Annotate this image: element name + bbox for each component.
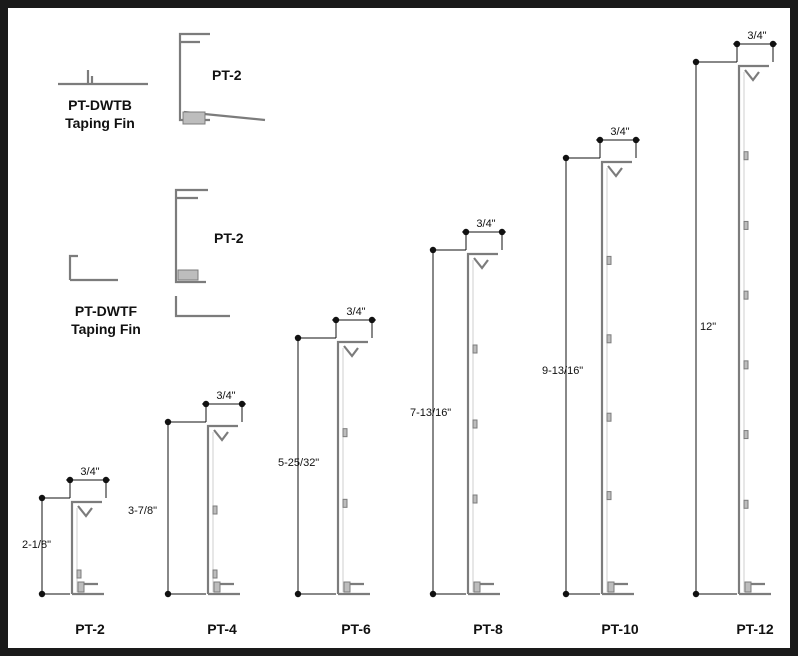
dimension-dot: [562, 590, 570, 598]
bottom-clip-block: [473, 581, 481, 593]
width-dimension-label: 3/4": [476, 218, 495, 230]
dimension-dot: [38, 590, 46, 598]
dimension-dot: [332, 316, 340, 324]
dimension-dot: [202, 400, 210, 408]
height-dimension-label: 3-7/8": [128, 505, 157, 517]
dimension-dot: [429, 246, 437, 254]
dimension-dot: [769, 40, 777, 48]
top-clip: [473, 257, 489, 270]
top-clip: [607, 165, 623, 178]
dimension-dot: [596, 136, 604, 144]
dimension-dot: [429, 590, 437, 598]
web-rib: [76, 569, 82, 579]
height-dimension-label: 2-1/8": [22, 539, 51, 551]
width-dimension-label: 3/4": [216, 390, 235, 402]
dimension-dot: [692, 590, 700, 598]
dimension-dot: [294, 590, 302, 598]
dimension-dot: [38, 494, 46, 502]
dimension-dot: [66, 476, 74, 484]
web-rib: [212, 505, 218, 515]
dimension-dot: [632, 136, 640, 144]
dimension-dot: [102, 476, 110, 484]
dimension-dot: [238, 400, 246, 408]
profile-outline: [737, 64, 769, 594]
width-dimension-label: 3/4": [610, 126, 629, 138]
web-rib: [342, 498, 348, 508]
web-rib: [606, 491, 612, 501]
dimension-dot: [368, 316, 376, 324]
profile-outline: [600, 160, 632, 594]
web-rib: [743, 499, 749, 509]
bottom-clip-block: [744, 581, 752, 593]
dimension-dot: [562, 154, 570, 162]
web-rib: [743, 220, 749, 230]
profile-name-label: PT-4: [207, 621, 237, 637]
profile-pt-6: 3/4" 5-25/32" PT-6: [278, 306, 376, 637]
fin-dwtb-subtitle: Taping Fin: [65, 115, 135, 131]
top-clip: [744, 69, 760, 82]
web-rib: [743, 151, 749, 161]
height-dimension-label: 7-13/16": [410, 407, 451, 419]
profile-pt2-with-dwtb-drawing: [178, 32, 266, 125]
dimension-dot: [164, 590, 172, 598]
fin-dwtb-drawing: [58, 70, 148, 86]
fin-dwtf-name: PT-DWTF: [75, 303, 138, 319]
bottom-clip-block: [607, 581, 615, 593]
fin-dwtb-name: PT-DWTB: [68, 97, 132, 113]
bottom-clip-block: [77, 581, 85, 593]
bottom-clip-block: [343, 581, 351, 593]
web-rib: [606, 255, 612, 265]
dimension-dot: [462, 228, 470, 236]
profile-outline: [336, 340, 368, 594]
dimension-dot: [733, 40, 741, 48]
profile-outline: [466, 252, 498, 594]
top-clip: [213, 429, 229, 442]
width-dimension-label: 3/4": [747, 30, 766, 42]
web-rib: [743, 360, 749, 370]
web-rib: [606, 412, 612, 422]
web-rib: [472, 494, 478, 504]
profile-name-label: PT-6: [341, 621, 371, 637]
profile-pt-4: 3/4" 3-7/8" PT-4: [128, 390, 246, 637]
profile-pt-10: 3/4" 9-13/16" PT-10: [542, 126, 640, 637]
profile-name-label: PT-2: [75, 621, 105, 637]
web-rib: [472, 419, 478, 429]
dimension-dot: [164, 418, 172, 426]
height-dimension-label: 9-13/16": [542, 365, 583, 377]
profile-name-label: PT-12: [736, 621, 774, 637]
top-clip: [77, 505, 93, 518]
profile-pt-2: 3/4" 2-1/8" PT-2: [22, 466, 110, 637]
height-dimension-label: 5-25/32": [278, 457, 319, 469]
fin-dwtf-drawing: [68, 254, 118, 282]
dimension-dot: [692, 58, 700, 66]
profile-pt2-with-dwtf-drawing: [174, 188, 230, 318]
profile-name-label: PT-10: [601, 621, 639, 637]
profile-pt-12: 3/4" 12" PT-12: [692, 30, 777, 637]
fin-dwtb-profile-label: PT-2: [212, 67, 242, 83]
profile-name-label: PT-8: [473, 621, 503, 637]
web-rib: [342, 428, 348, 438]
dimension-dot: [294, 334, 302, 342]
height-dimension-label: 12": [700, 321, 716, 333]
profile-series: 3/4" 2-1/8" PT-2 3/4" 3-7/8" PT-4 3/4" 5-25/32"…: [22, 30, 777, 637]
top-clip: [343, 345, 359, 358]
width-dimension-label: 3/4": [80, 466, 99, 478]
width-dimension-label: 3/4": [346, 306, 365, 318]
web-rib: [606, 334, 612, 344]
dimension-dot: [498, 228, 506, 236]
web-rib: [743, 430, 749, 440]
profile-pt-8: 3/4" 7-13/16" PT-8: [410, 218, 506, 637]
bottom-clip-block: [213, 581, 221, 593]
profile-outline: [206, 424, 238, 594]
web-rib: [212, 569, 218, 579]
web-rib: [743, 290, 749, 300]
web-rib: [472, 344, 478, 354]
profile-outline: [70, 500, 102, 594]
fin-dwtf-profile-label: PT-2: [214, 230, 244, 246]
fin-dwtf-subtitle: Taping Fin: [71, 321, 141, 337]
